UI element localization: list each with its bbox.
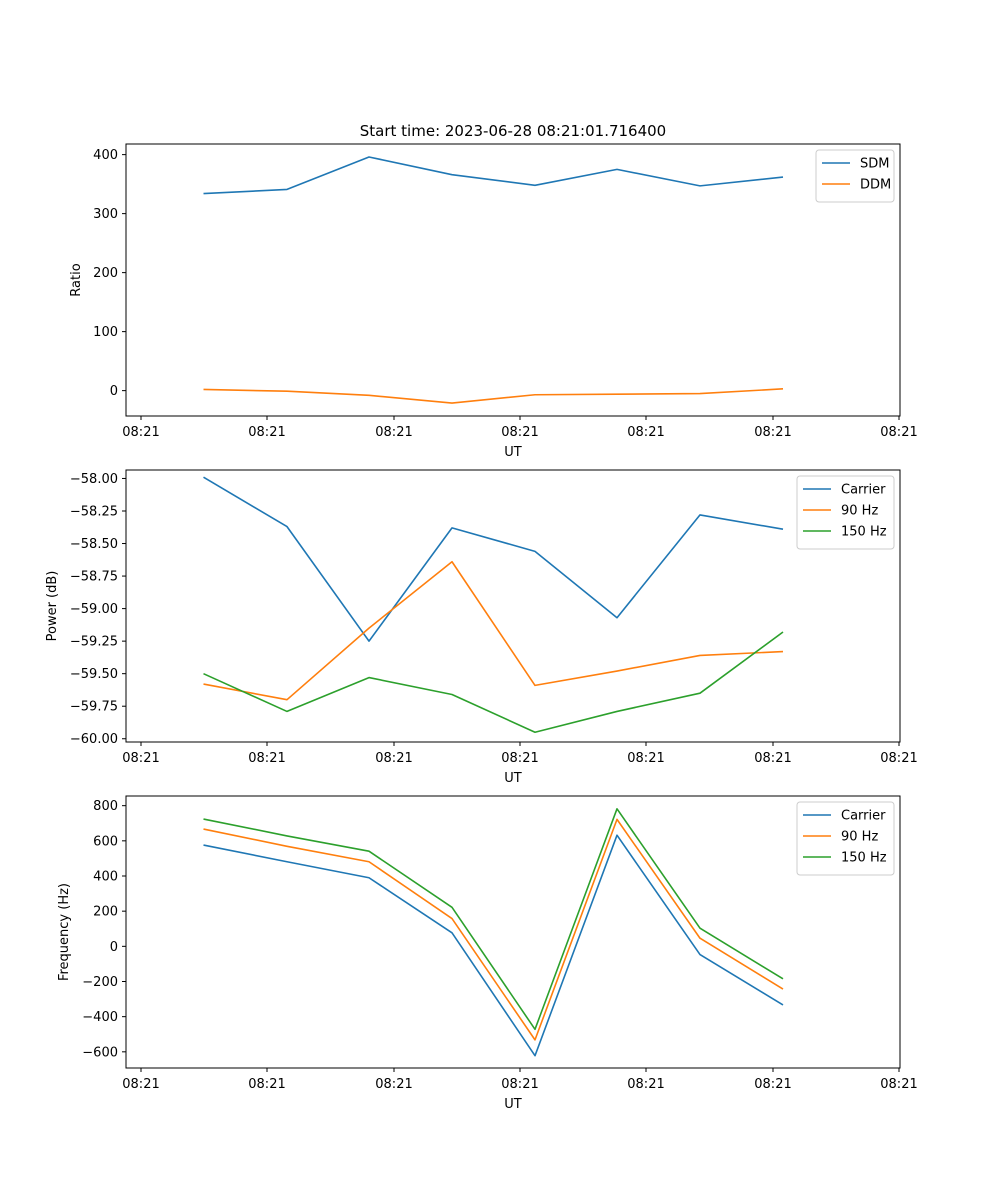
y-tick-label: −60.00	[70, 732, 118, 747]
x-tick-label: 08:21	[375, 751, 412, 766]
x-axis-label: UT	[504, 771, 522, 786]
y-tick-label: 300	[93, 207, 118, 222]
x-tick-label: 08:21	[248, 751, 285, 766]
y-tick-label: 400	[93, 148, 118, 163]
x-tick-label: 08:21	[248, 425, 285, 440]
y-tick-label: 0	[110, 940, 118, 955]
legend-label: 150 Hz	[841, 851, 887, 866]
series-line-ddm	[203, 388, 784, 404]
legend-label: 90 Hz	[841, 504, 878, 519]
y-tick-label: −600	[82, 1045, 118, 1060]
y-tick-label: 400	[93, 870, 118, 885]
y-tick-label: 200	[93, 905, 118, 920]
y-axis-label: Ratio	[69, 263, 84, 296]
legend: Carrier 90 Hz 150 Hz	[796, 801, 895, 876]
x-tick-label: 08:21	[501, 751, 538, 766]
y-tick-label: −58.25	[70, 504, 118, 519]
series-line-90-hz	[203, 818, 784, 1041]
x-tick-label: 08:21	[627, 751, 664, 766]
axes-frame	[125, 469, 901, 743]
y-tick-label: −200	[82, 975, 118, 990]
axes-frame	[125, 143, 901, 417]
figure-title: Start time: 2023-06-28 08:21:01.716400	[360, 122, 666, 140]
y-tick-label: −58.50	[70, 537, 118, 552]
chart-panel-2: 08:21 08:21 08:21 08:21 08:21 08:21 08:21 UT −58…	[45, 469, 918, 786]
legend-label: Carrier	[841, 809, 886, 824]
y-tick-label: 100	[93, 325, 118, 340]
legend-label: 90 Hz	[841, 830, 878, 845]
y-tick-label: 800	[93, 799, 118, 814]
y-tick-label: −59.25	[70, 635, 118, 650]
y-axis-label: Power (dB)	[45, 571, 60, 642]
x-tick-label: 08:21	[754, 1077, 791, 1092]
x-tick-label: 08:21	[754, 425, 791, 440]
y-tick-label: −59.50	[70, 667, 118, 682]
x-axis-label: UT	[504, 1097, 522, 1112]
x-tick-label: 08:21	[122, 425, 159, 440]
y-tick-label: −58.00	[70, 472, 118, 487]
legend: Carrier 90 Hz 150 Hz	[796, 475, 895, 550]
legend-label: SDM	[860, 157, 889, 172]
y-tick-label: 200	[93, 266, 118, 281]
series-line-carrier	[203, 476, 784, 642]
x-tick-label: 08:21	[880, 751, 917, 766]
x-tick-label: 08:21	[375, 1077, 412, 1092]
chart-panel-3: 08:21 08:21 08:21 08:21 08:21 08:21 08:21 UT −60…	[57, 795, 918, 1112]
y-tick-label: −59.00	[70, 602, 118, 617]
x-tick-label: 08:21	[501, 425, 538, 440]
x-tick-label: 08:21	[627, 1077, 664, 1092]
axes-frame	[125, 795, 901, 1069]
legend: SDM DDM	[815, 149, 895, 203]
y-tick-label: 0	[110, 384, 118, 399]
series-line-carrier	[203, 834, 784, 1057]
x-tick-label: 08:21	[627, 425, 664, 440]
series-line-150-hz	[203, 808, 784, 1031]
legend-label: DDM	[860, 178, 891, 193]
x-tick-label: 08:21	[122, 751, 159, 766]
x-tick-label: 08:21	[880, 425, 917, 440]
x-tick-label: 08:21	[754, 751, 791, 766]
y-tick-label: −59.75	[70, 700, 118, 715]
x-tick-label: 08:21	[248, 1077, 285, 1092]
y-tick-label: 600	[93, 834, 118, 849]
x-tick-label: 08:21	[501, 1077, 538, 1092]
x-axis-label: UT	[504, 445, 522, 460]
chart-panel-1: 08:21 08:21 08:21 08:21 08:21 08:21 08:21 UT 0 10…	[69, 143, 918, 460]
legend-label: Carrier	[841, 483, 886, 498]
y-tick-label: −400	[82, 1010, 118, 1025]
x-tick-label: 08:21	[375, 425, 412, 440]
legend-label: 150 Hz	[841, 525, 887, 540]
x-tick-label: 08:21	[880, 1077, 917, 1092]
y-axis-label: Frequency (Hz)	[57, 883, 72, 981]
y-tick-label: −58.75	[70, 570, 118, 585]
series-line-90-hz	[203, 560, 784, 701]
series-line-150-hz	[203, 631, 784, 734]
x-tick-label: 08:21	[122, 1077, 159, 1092]
series-line-sdm	[203, 156, 784, 195]
